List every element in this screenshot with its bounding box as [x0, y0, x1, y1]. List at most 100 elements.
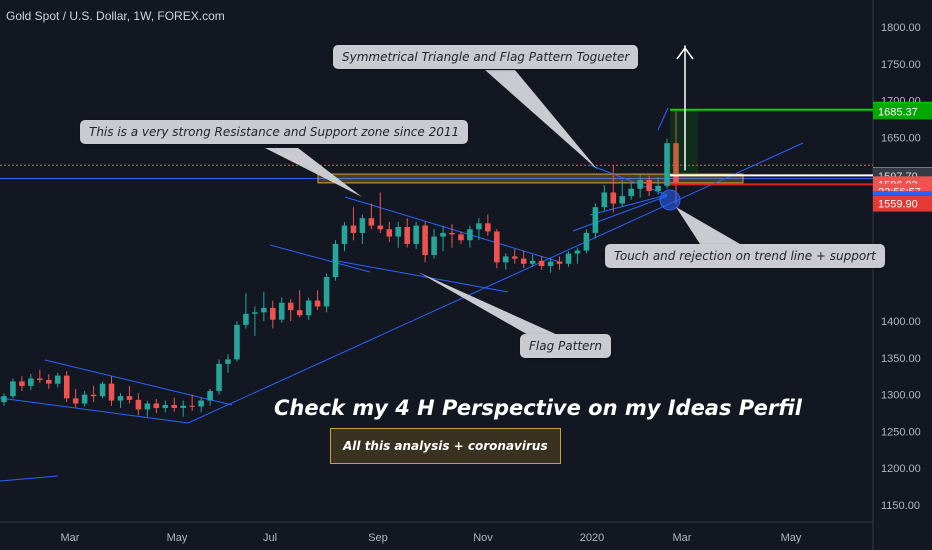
- candle-body[interactable]: [117, 396, 124, 401]
- candle-body[interactable]: [54, 375, 61, 384]
- resistance-zone-box[interactable]: [317, 173, 744, 184]
- candle-body[interactable]: [180, 405, 186, 408]
- candle-body[interactable]: [305, 300, 312, 316]
- candle-body[interactable]: [664, 143, 670, 186]
- candle-body[interactable]: [619, 196, 626, 204]
- candle-body[interactable]: [673, 143, 679, 185]
- candle-body[interactable]: [547, 261, 554, 266]
- candle-body[interactable]: [126, 396, 133, 400]
- candle-body[interactable]: [135, 399, 142, 410]
- candle-body[interactable]: [1, 396, 7, 403]
- candle-body[interactable]: [323, 277, 330, 307]
- candle-body[interactable]: [189, 405, 195, 407]
- candle-body[interactable]: [99, 383, 106, 397]
- triangle-support-line[interactable]: [572, 195, 668, 232]
- candle-body[interactable]: [341, 225, 348, 244]
- candle-body[interactable]: [243, 313, 249, 325]
- candle-body[interactable]: [601, 192, 608, 208]
- candle-body[interactable]: [565, 253, 572, 264]
- candle-body[interactable]: [637, 179, 643, 189]
- candle-body[interactable]: [162, 404, 169, 408]
- candle-body[interactable]: [485, 223, 491, 232]
- candle-body[interactable]: [108, 383, 115, 401]
- flag-pole-line[interactable]: [657, 107, 669, 131]
- candle-body[interactable]: [332, 243, 339, 278]
- x-tick-label: May: [781, 532, 802, 544]
- candle-body[interactable]: [10, 381, 16, 397]
- candle-body[interactable]: [270, 307, 276, 320]
- candle-body[interactable]: [28, 378, 34, 386]
- candle-body[interactable]: [234, 324, 240, 360]
- candle-body[interactable]: [46, 379, 52, 384]
- candle-body[interactable]: [413, 225, 419, 244]
- callout-triangle-flag[interactable]: Symmetrical Triangle and Flag Pattern To…: [333, 45, 639, 69]
- candle-body[interactable]: [556, 261, 563, 264]
- candle-body[interactable]: [287, 302, 294, 311]
- candle-body[interactable]: [520, 258, 527, 264]
- candle-body[interactable]: [198, 400, 204, 407]
- candle-body[interactable]: [81, 394, 88, 404]
- candle-body[interactable]: [72, 398, 79, 404]
- candle-body[interactable]: [422, 225, 428, 255]
- candle-body[interactable]: [90, 394, 97, 397]
- candle-body[interactable]: [278, 302, 285, 320]
- flag-lower-line[interactable]: [331, 259, 509, 293]
- wedge-lower-line[interactable]: [0, 397, 189, 424]
- flag-upper-extension[interactable]: [269, 244, 371, 273]
- triangle-upper-line[interactable]: [589, 164, 668, 196]
- old-trendline[interactable]: [0, 475, 59, 482]
- candle-body[interactable]: [216, 363, 222, 392]
- candle-body[interactable]: [63, 375, 70, 399]
- candle-body[interactable]: [529, 260, 536, 264]
- candle-body[interactable]: [431, 236, 437, 255]
- uptrend-line[interactable]: [187, 142, 804, 424]
- y-tick-label: 1800.00: [881, 22, 921, 34]
- candle-body[interactable]: [207, 391, 213, 401]
- candle-body[interactable]: [538, 260, 545, 266]
- candle-body[interactable]: [458, 234, 464, 241]
- candle-body[interactable]: [592, 207, 599, 233]
- target-zone[interactable]: [670, 109, 698, 176]
- candle-body[interactable]: [502, 256, 509, 263]
- touch-point-marker[interactable]: [659, 189, 681, 211]
- candle-body[interactable]: [574, 250, 581, 254]
- candle-body[interactable]: [404, 227, 410, 244]
- candle-body[interactable]: [377, 225, 384, 230]
- candle-body[interactable]: [171, 404, 178, 408]
- candle-body[interactable]: [646, 179, 652, 191]
- candle-body[interactable]: [296, 310, 303, 316]
- coronavirus-note[interactable]: All this analysis + coronavirus: [330, 428, 561, 464]
- candle-body[interactable]: [476, 223, 482, 230]
- candle-body[interactable]: [144, 403, 151, 410]
- candle-body[interactable]: [359, 218, 366, 233]
- candle-body[interactable]: [440, 232, 446, 237]
- perspective-note[interactable]: Check my 4 H Perspective on my Ideas Per…: [274, 396, 802, 420]
- candle-body[interactable]: [386, 229, 393, 237]
- callout-touch-rejection[interactable]: Touch and rejection on trend line + supp…: [605, 244, 885, 268]
- candle-body[interactable]: [225, 359, 231, 364]
- candle-body[interactable]: [395, 227, 402, 237]
- triangle-lower-line[interactable]: [589, 194, 668, 216]
- candle-body[interactable]: [467, 229, 473, 241]
- candle-body[interactable]: [449, 232, 455, 235]
- candle-body[interactable]: [252, 312, 258, 314]
- candle-body[interactable]: [19, 381, 25, 386]
- candle-body[interactable]: [261, 307, 267, 313]
- candle-body[interactable]: [314, 300, 321, 307]
- candle-body[interactable]: [350, 225, 357, 233]
- candle-body[interactable]: [610, 192, 617, 204]
- callout-resistance-zone[interactable]: This is a very strong Resistance and Sup…: [80, 120, 469, 144]
- candle-body[interactable]: [655, 185, 661, 191]
- price-label-text: 1685.37: [878, 106, 918, 118]
- callout-flag-pattern[interactable]: Flag Pattern: [520, 334, 611, 358]
- candle-body[interactable]: [37, 378, 43, 380]
- candle-body[interactable]: [583, 232, 590, 251]
- candle-body[interactable]: [153, 403, 160, 408]
- y-tick-label: 1750.00: [881, 59, 921, 71]
- candle-body[interactable]: [628, 188, 634, 197]
- wedge-upper-line[interactable]: [44, 359, 233, 406]
- candle-body[interactable]: [511, 256, 518, 259]
- candle-body[interactable]: [368, 218, 375, 226]
- candle-body[interactable]: [494, 231, 500, 263]
